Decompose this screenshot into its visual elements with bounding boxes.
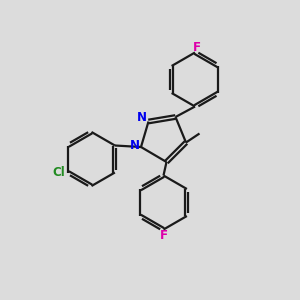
Text: F: F	[193, 40, 200, 54]
Text: F: F	[160, 229, 167, 242]
Text: Cl: Cl	[52, 166, 65, 179]
Text: N: N	[130, 139, 140, 152]
Text: N: N	[137, 111, 147, 124]
